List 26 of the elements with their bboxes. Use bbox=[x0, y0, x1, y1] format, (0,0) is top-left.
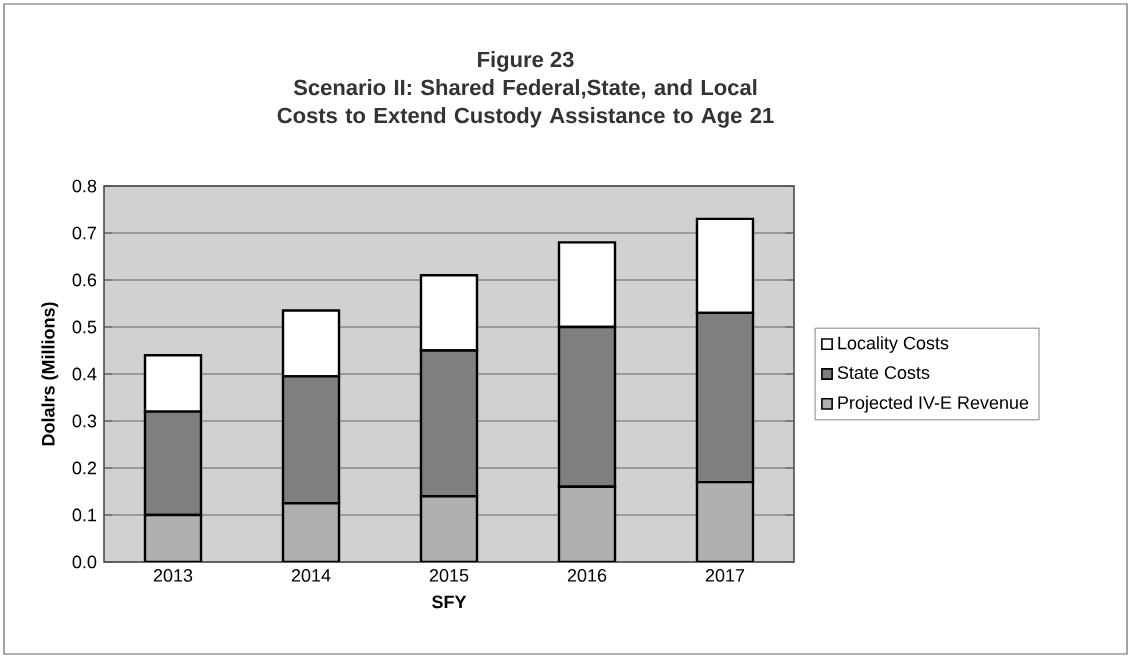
y-tick-label: 0.7 bbox=[72, 226, 97, 240]
x-tick-label: 2014 bbox=[291, 569, 331, 582]
x-tick-label: 2013 bbox=[153, 569, 193, 582]
bar bbox=[695, 480, 755, 562]
y-axis-title: Dolalrs (Millions) bbox=[41, 302, 59, 446]
y-tick-label: 0.5 bbox=[72, 320, 97, 334]
y-tick-label: 0.6 bbox=[72, 273, 97, 287]
y-tick-label: 0.4 bbox=[72, 367, 97, 381]
y-tick-label: 0.1 bbox=[72, 508, 97, 522]
legend-label: State Costs bbox=[837, 366, 930, 379]
y-tick-label: 0.3 bbox=[72, 414, 97, 428]
y-tick-label: 0.0 bbox=[72, 555, 97, 569]
bar bbox=[281, 502, 341, 562]
y-tick-label: 0.2 bbox=[72, 461, 97, 475]
chart-title: Figure 23 bbox=[478, 51, 574, 72]
bar bbox=[143, 513, 203, 562]
x-tick-label: 2015 bbox=[429, 569, 469, 582]
legend-label: Projected IV-E Revenue bbox=[838, 395, 1029, 413]
x-tick-label: 2016 bbox=[567, 569, 607, 582]
bar bbox=[419, 494, 479, 562]
y-tick-label: 0.8 bbox=[72, 179, 97, 193]
x-tick-label: 2017 bbox=[705, 569, 745, 582]
chart-subtitle: Scenario II: Shared Federal,State, and Local Costs to Extend Custody Assistance to Age 21 bbox=[277, 79, 774, 128]
x-axis-title: SFY bbox=[432, 595, 467, 609]
bar bbox=[557, 485, 617, 562]
legend-label: Locality Costs bbox=[838, 336, 949, 353]
